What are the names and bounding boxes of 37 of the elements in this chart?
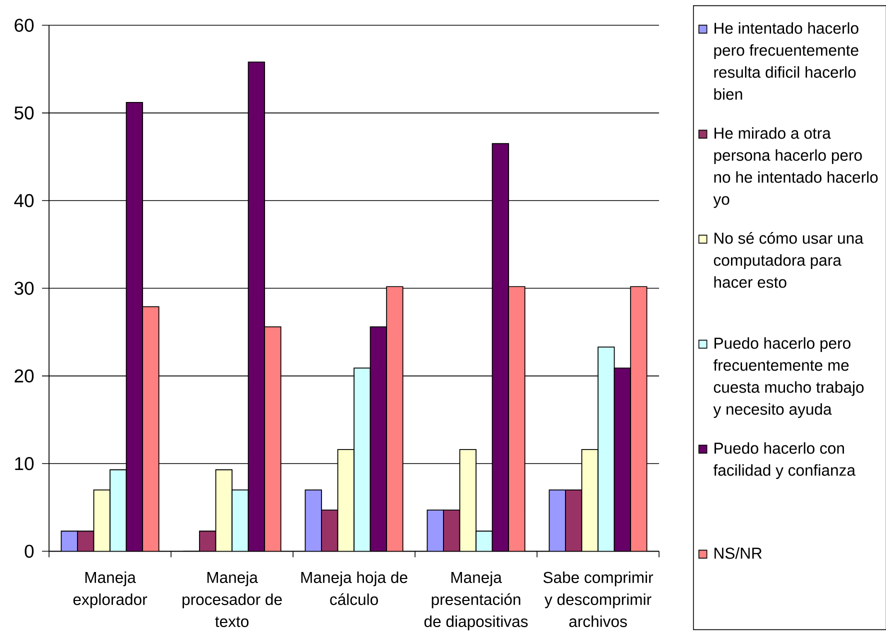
legend-label: Puedo hacerlo con facilidad y confianza	[713, 442, 856, 479]
bar	[78, 531, 94, 552]
bar	[94, 490, 110, 552]
bar	[264, 326, 281, 552]
bar	[460, 450, 476, 552]
bar	[630, 286, 648, 552]
bar	[338, 450, 354, 552]
bar	[322, 510, 338, 552]
x-tick-label: Maneja hoja de cálculo	[301, 571, 408, 606]
x-tick-label: Maneja explorador	[73, 571, 148, 608]
x-tick-label: Maneja procesador de texto	[182, 571, 282, 628]
bar	[386, 286, 403, 552]
legend-label: NS/NR	[714, 547, 762, 559]
y-tick-label: 20	[14, 369, 34, 382]
bar	[548, 489, 566, 552]
bar	[427, 510, 444, 552]
y-tick-label: 50	[14, 106, 34, 120]
y-tick-label: 10	[15, 457, 34, 470]
y-tick-label: 60	[14, 18, 34, 32]
legend-label: He intentado hacerlo pero frecuentemente resulta dificil hacerlo bien	[714, 22, 858, 100]
bar	[508, 286, 525, 552]
bar	[216, 470, 232, 552]
bar	[61, 531, 78, 552]
legend-label: No sé cómo usar una computadora para hacer esto	[714, 232, 864, 288]
y-tick-label: 0	[24, 544, 34, 558]
y-tick-label: 30	[14, 282, 34, 295]
legend-label: Puedo hacerlo pero frecuentemente me cuesta mucho trabajo y necesito ayuda	[713, 337, 864, 418]
legend-label: He mirado a otra persona hacerlo pero no he intentado hacerlo yo	[713, 127, 878, 208]
x-tick-label: Sabe comprimir y descomprimir archivos	[543, 571, 654, 628]
bar	[200, 531, 216, 552]
bar	[565, 489, 582, 552]
bar	[142, 306, 159, 552]
bar	[581, 449, 598, 552]
bar	[444, 510, 460, 552]
x-tick-label: Maneja presentación de diapositivas	[424, 571, 528, 630]
bar	[305, 490, 322, 552]
y-tick-label: 40	[14, 194, 34, 208]
